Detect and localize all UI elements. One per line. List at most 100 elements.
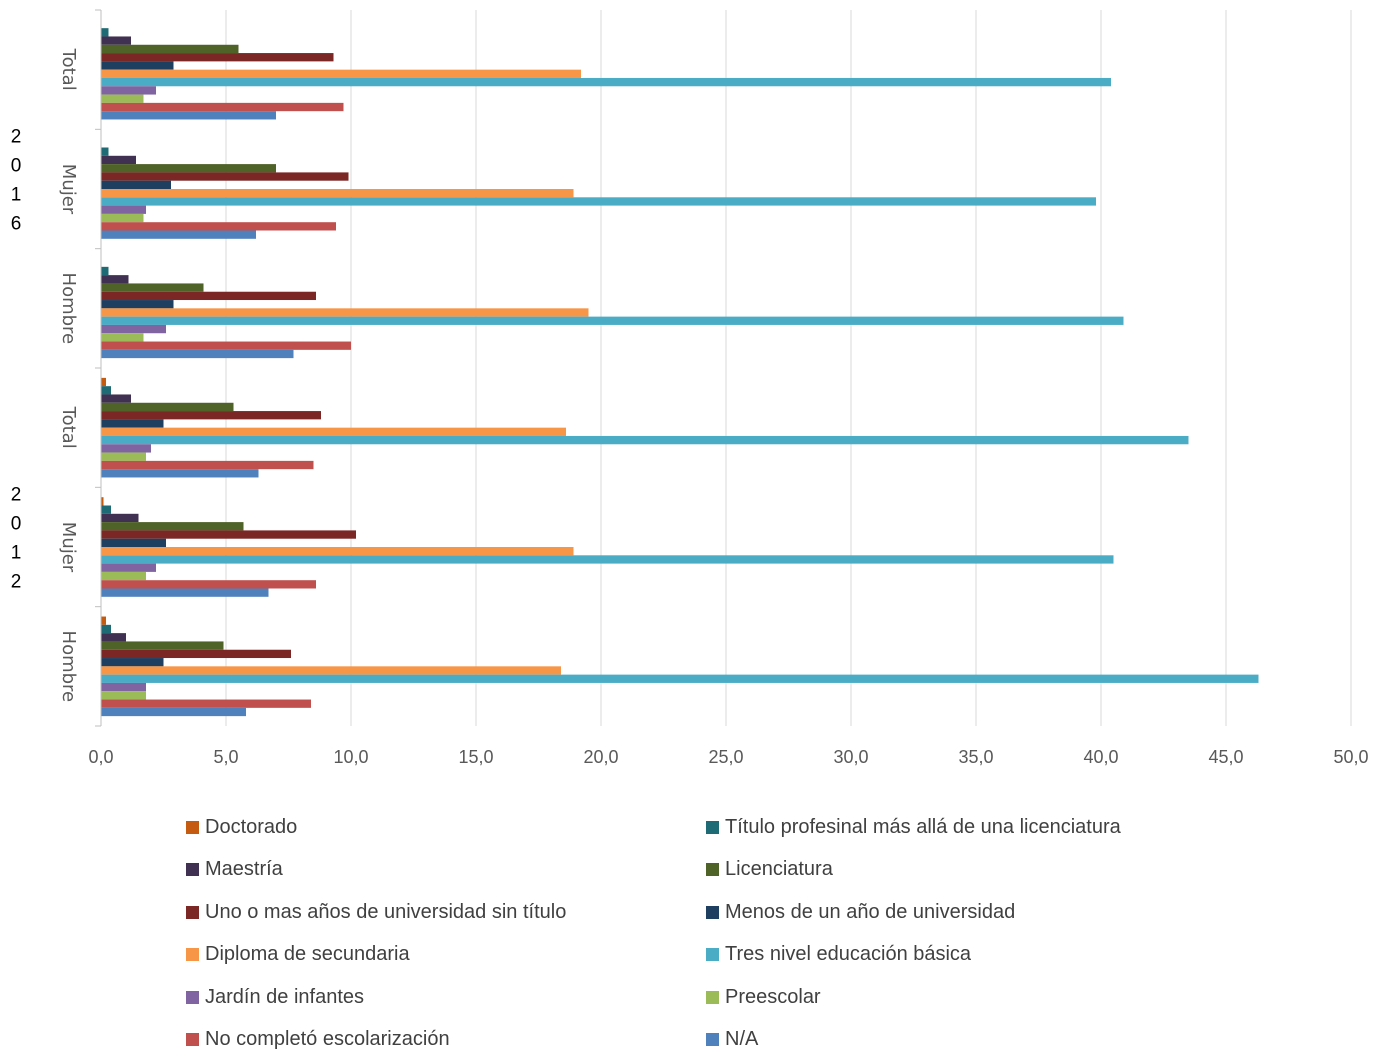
category-label: Total — [58, 406, 79, 449]
bar-uno-o-mas-a-os-de-universidad-sin-t-tulo-3 — [101, 411, 321, 419]
category-label: Mujer — [58, 522, 79, 573]
bar-maestr-a-2 — [101, 275, 129, 283]
category-label: Mujer — [58, 164, 79, 215]
bar-no-complet-escolarizaci-n-5 — [101, 700, 311, 708]
bar-tres-nivel-educaci-n-b-sica-5 — [101, 675, 1259, 683]
bar-doctorado-3 — [101, 378, 106, 386]
x-tick-label: 5,0 — [213, 747, 238, 767]
legend-label: Preescolar — [725, 986, 821, 1009]
legend-item: No completó escolarización — [186, 1019, 706, 1061]
legend-item: Menos de un año de universidad — [706, 891, 1246, 934]
bar-menos-de-un-a-o-de-universidad-1 — [101, 181, 171, 189]
legend-swatch — [706, 948, 719, 961]
bar-tres-nivel-educaci-n-b-sica-3 — [101, 436, 1189, 444]
bar-preescolar-5 — [101, 691, 146, 699]
bar-diploma-de-secundaria-4 — [101, 547, 574, 555]
bar-jard-n-de-infantes-2 — [101, 325, 166, 333]
x-tick-label: 25,0 — [708, 747, 743, 767]
bar-maestr-a-4 — [101, 514, 139, 522]
bar-preescolar-4 — [101, 572, 146, 580]
bar-licenciatura-3 — [101, 403, 234, 411]
legend-label: Doctorado — [205, 816, 297, 839]
legend-label: Menos de un año de universidad — [725, 901, 1015, 924]
bar-n-a-2 — [101, 350, 294, 358]
legend-item: Tres nivel educación básica — [706, 934, 1246, 977]
bar-tres-nivel-educaci-n-b-sica-2 — [101, 317, 1124, 325]
legend-swatch — [706, 863, 719, 876]
bar-licenciatura-4 — [101, 522, 244, 530]
x-tick-label: 50,0 — [1333, 747, 1368, 767]
bar-jard-n-de-infantes-1 — [101, 206, 146, 214]
year-digit: 1 — [11, 185, 22, 206]
bar-uno-o-mas-a-os-de-universidad-sin-t-tulo-1 — [101, 172, 349, 180]
bar-diploma-de-secundaria-5 — [101, 666, 561, 674]
bar-diploma-de-secundaria-1 — [101, 189, 574, 197]
bar-jard-n-de-infantes-5 — [101, 683, 146, 691]
bar-licenciatura-5 — [101, 641, 224, 649]
x-tick-label: 10,0 — [333, 747, 368, 767]
legend-label: Tres nivel educación básica — [725, 943, 971, 966]
category-label: Total — [58, 48, 79, 91]
bar-jard-n-de-infantes-4 — [101, 564, 156, 572]
bar-preescolar-2 — [101, 333, 144, 341]
x-tick-label: 45,0 — [1208, 747, 1243, 767]
bar-maestr-a-3 — [101, 394, 131, 402]
legend-swatch — [706, 1033, 719, 1046]
bar-uno-o-mas-a-os-de-universidad-sin-t-tulo-5 — [101, 650, 291, 658]
bar-uno-o-mas-a-os-de-universidad-sin-t-tulo-2 — [101, 292, 316, 300]
year-digit: 0 — [11, 514, 22, 535]
legend-item: Diploma de secundaria — [186, 934, 706, 977]
bar-tres-nivel-educaci-n-b-sica-0 — [101, 78, 1111, 86]
bar-uno-o-mas-a-os-de-universidad-sin-t-tulo-0 — [101, 53, 334, 61]
category-label: Hombre — [58, 273, 79, 345]
bar-menos-de-un-a-o-de-universidad-3 — [101, 419, 164, 427]
legend-item: N/A — [706, 1019, 1246, 1061]
bar-menos-de-un-a-o-de-universidad-5 — [101, 658, 164, 666]
x-tick-label: 0,0 — [88, 747, 113, 767]
legend-label: Licenciatura — [725, 858, 833, 881]
bars — [101, 28, 1259, 716]
bar-jard-n-de-infantes-3 — [101, 444, 151, 452]
bar-no-complet-escolarizaci-n-4 — [101, 580, 316, 588]
legend-swatch — [186, 948, 199, 961]
year-digit: 2 — [11, 572, 22, 593]
bar-doctorado-5 — [101, 617, 106, 625]
legend-item: Maestría — [186, 849, 706, 892]
x-tick-label: 20,0 — [583, 747, 618, 767]
legend-swatch — [706, 906, 719, 919]
bar-licenciatura-2 — [101, 283, 204, 291]
bar-n-a-1 — [101, 231, 256, 239]
year-digit: 1 — [11, 543, 22, 564]
gridlines — [226, 10, 1351, 726]
bar-diploma-de-secundaria-0 — [101, 70, 581, 78]
bar-maestr-a-1 — [101, 156, 136, 164]
legend-item: Uno o mas años de universidad sin título — [186, 891, 706, 934]
bar-menos-de-un-a-o-de-universidad-0 — [101, 61, 174, 69]
legend-swatch — [706, 821, 719, 834]
bar-t-tulo-profesinal-m-s-all-de-una-licenciatura-4 — [101, 506, 111, 514]
x-tick-label: 15,0 — [458, 747, 493, 767]
legend-item: Jardín de infantes — [186, 976, 706, 1019]
legend-label: Maestría — [205, 858, 283, 881]
legend-label: No completó escolarización — [205, 1028, 450, 1051]
bar-n-a-3 — [101, 469, 259, 477]
bar-n-a-5 — [101, 708, 246, 716]
bar-tres-nivel-educaci-n-b-sica-1 — [101, 197, 1096, 205]
legend-item: Licenciatura — [706, 849, 1246, 892]
bar-t-tulo-profesinal-m-s-all-de-una-licenciatura-0 — [101, 28, 109, 36]
legend-label: N/A — [725, 1028, 758, 1051]
bar-no-complet-escolarizaci-n-3 — [101, 461, 314, 469]
bar-maestr-a-5 — [101, 633, 126, 641]
bar-jard-n-de-infantes-0 — [101, 86, 156, 94]
legend-item: Preescolar — [706, 976, 1246, 1019]
bar-no-complet-escolarizaci-n-2 — [101, 342, 351, 350]
bar-preescolar-0 — [101, 95, 144, 103]
bar-n-a-0 — [101, 111, 276, 119]
